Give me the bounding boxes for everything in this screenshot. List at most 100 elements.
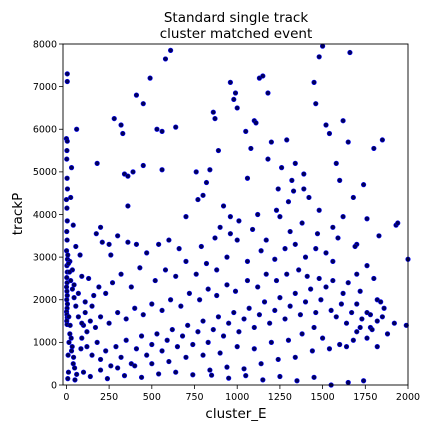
data-point: [265, 90, 271, 96]
data-point: [234, 344, 240, 350]
data-point: [350, 194, 356, 201]
data-point: [241, 366, 247, 372]
data-point: [65, 252, 71, 258]
data-point: [183, 258, 189, 264]
data-point: [203, 260, 210, 267]
data-point: [318, 297, 324, 303]
data-point: [316, 207, 322, 213]
data-point: [263, 237, 269, 243]
data-point: [69, 344, 75, 350]
data-point: [282, 246, 288, 252]
data-point: [132, 305, 138, 311]
data-point: [243, 373, 249, 379]
data-point: [103, 290, 109, 296]
data-point: [258, 361, 264, 367]
data-point: [113, 344, 119, 350]
data-point: [311, 324, 317, 331]
data-point: [311, 374, 317, 380]
data-point: [64, 274, 70, 281]
data-point: [279, 165, 285, 171]
data-point: [285, 337, 292, 343]
data-point: [75, 314, 81, 320]
data-point: [299, 220, 305, 226]
data-point: [64, 138, 70, 144]
data-point: [349, 309, 355, 316]
data-point: [64, 147, 70, 154]
data-point: [378, 299, 384, 305]
data-point: [272, 307, 278, 314]
data-point: [260, 73, 266, 79]
data-point: [168, 47, 174, 53]
data-point: [203, 179, 210, 186]
data-point: [94, 160, 100, 166]
data-point: [96, 284, 102, 290]
data-point: [152, 277, 158, 284]
data-point: [72, 365, 78, 371]
data-point: [301, 186, 307, 192]
data-point: [147, 75, 153, 81]
data-point: [251, 324, 257, 331]
data-point: [120, 130, 126, 137]
chart-title-line1: Standard single track: [164, 10, 309, 26]
data-point: [97, 314, 104, 320]
data-point: [115, 309, 121, 316]
data-point: [340, 290, 346, 296]
data-point: [125, 239, 131, 245]
data-point: [384, 331, 391, 337]
data-point: [265, 156, 271, 162]
data-point: [64, 175, 70, 181]
data-point: [91, 292, 97, 299]
data-point: [128, 284, 134, 290]
data-point: [311, 79, 317, 85]
data-point: [66, 269, 73, 275]
data-point: [162, 267, 169, 273]
data-point: [258, 248, 264, 254]
data-point: [193, 271, 199, 277]
data-point: [299, 331, 305, 337]
data-point: [333, 314, 339, 320]
data-point: [328, 307, 334, 314]
data-point: [80, 369, 87, 375]
data-point: [232, 90, 239, 96]
data-point: [68, 348, 75, 354]
data-point: [173, 369, 179, 375]
points-layer: [63, 43, 411, 388]
data-point: [68, 277, 74, 284]
y-tick-label: 1000: [33, 338, 57, 349]
data-point: [369, 326, 375, 333]
data-point: [68, 165, 75, 171]
data-point: [287, 228, 293, 235]
data-point: [82, 309, 88, 316]
data-point: [156, 371, 162, 377]
data-point: [337, 177, 343, 183]
data-point: [118, 122, 124, 128]
data-point: [379, 314, 385, 320]
data-point: [68, 335, 74, 341]
data-point: [84, 329, 90, 335]
data-point: [69, 286, 75, 292]
data-point: [159, 128, 165, 134]
data-point: [74, 126, 80, 132]
data-point: [123, 337, 129, 343]
data-point: [140, 162, 146, 169]
data-point: [330, 258, 336, 264]
data-point: [197, 297, 203, 303]
data-point: [205, 286, 211, 292]
data-point: [253, 120, 259, 126]
data-point: [200, 192, 206, 198]
data-point: [273, 207, 280, 213]
data-point: [210, 326, 216, 333]
data-point: [115, 365, 121, 371]
data-point: [337, 341, 343, 348]
data-point: [87, 318, 93, 324]
x-tick-label: 0: [63, 392, 69, 403]
data-point: [374, 318, 380, 324]
data-point: [65, 260, 72, 267]
data-point: [313, 246, 319, 252]
data-point: [108, 363, 114, 369]
data-point: [320, 335, 326, 341]
data-point: [64, 301, 71, 307]
data-point: [109, 280, 116, 286]
data-point: [115, 233, 121, 239]
